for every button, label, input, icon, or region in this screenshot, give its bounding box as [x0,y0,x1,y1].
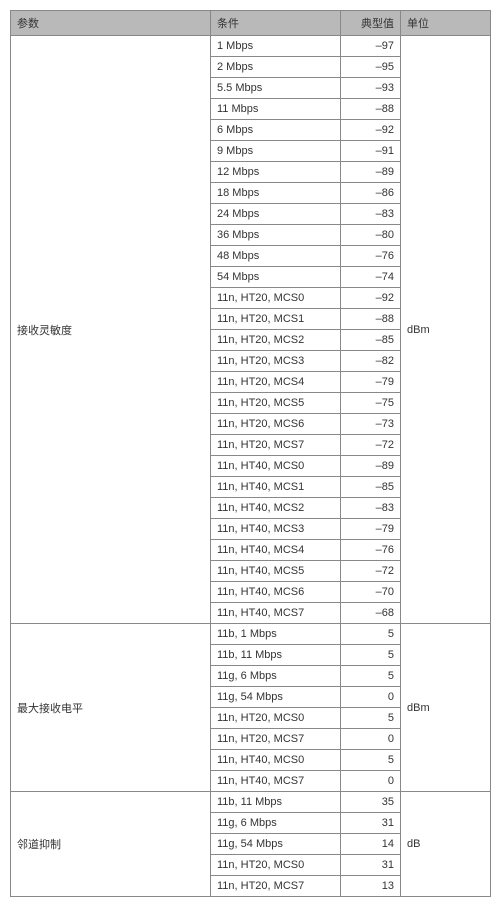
val-cell: 13 [341,876,401,897]
cond-cell: 11n, HT40, MCS5 [211,561,341,582]
cond-cell: 12 Mbps [211,162,341,183]
cond-cell: 11g, 6 Mbps [211,666,341,687]
unit-cell: dBm [401,624,491,792]
val-cell: 5 [341,708,401,729]
val-cell: –93 [341,78,401,99]
cond-cell: 24 Mbps [211,204,341,225]
val-cell: –80 [341,225,401,246]
val-cell: –92 [341,120,401,141]
cond-cell: 11n, HT20, MCS4 [211,372,341,393]
cond-cell: 11n, HT20, MCS0 [211,855,341,876]
val-cell: –89 [341,162,401,183]
val-cell: –70 [341,582,401,603]
cond-cell: 11g, 54 Mbps [211,687,341,708]
param-cell: 最大接收电平 [11,624,211,792]
val-cell: –85 [341,477,401,498]
val-cell: –72 [341,435,401,456]
cond-cell: 11b, 1 Mbps [211,624,341,645]
val-cell: –85 [341,330,401,351]
val-cell: –68 [341,603,401,624]
val-cell: 5 [341,624,401,645]
val-cell: –91 [341,141,401,162]
cond-cell: 11b, 11 Mbps [211,792,341,813]
table-body: 接收灵敏度1 Mbps–97dBm2 Mbps–955.5 Mbps–9311 … [11,36,491,897]
val-cell: 14 [341,834,401,855]
val-cell: 5 [341,666,401,687]
param-cell: 接收灵敏度 [11,36,211,624]
val-cell: 31 [341,855,401,876]
cond-cell: 9 Mbps [211,141,341,162]
val-cell: –73 [341,414,401,435]
header-row: 参数 条件 典型值 单位 [11,11,491,36]
header-param: 参数 [11,11,211,36]
cond-cell: 11n, HT40, MCS7 [211,771,341,792]
cond-cell: 11n, HT20, MCS0 [211,288,341,309]
val-cell: –82 [341,351,401,372]
val-cell: 0 [341,771,401,792]
cond-cell: 11b, 11 Mbps [211,645,341,666]
header-cond: 条件 [211,11,341,36]
cond-cell: 2 Mbps [211,57,341,78]
cond-cell: 11n, HT40, MCS0 [211,750,341,771]
cond-cell: 11 Mbps [211,99,341,120]
cond-cell: 11n, HT40, MCS2 [211,498,341,519]
cond-cell: 11n, HT20, MCS3 [211,351,341,372]
cond-cell: 48 Mbps [211,246,341,267]
val-cell: –86 [341,183,401,204]
cond-cell: 36 Mbps [211,225,341,246]
cond-cell: 11n, HT20, MCS7 [211,729,341,750]
val-cell: –97 [341,36,401,57]
cond-cell: 11n, HT20, MCS6 [211,414,341,435]
val-cell: –88 [341,99,401,120]
val-cell: 35 [341,792,401,813]
val-cell: –74 [341,267,401,288]
val-cell: –79 [341,519,401,540]
val-cell: 5 [341,645,401,666]
val-cell: –88 [341,309,401,330]
val-cell: –92 [341,288,401,309]
cond-cell: 11n, HT40, MCS1 [211,477,341,498]
table-row: 接收灵敏度1 Mbps–97dBm [11,36,491,57]
cond-cell: 54 Mbps [211,267,341,288]
cond-cell: 11g, 6 Mbps [211,813,341,834]
spec-table: 参数 条件 典型值 单位 接收灵敏度1 Mbps–97dBm2 Mbps–955… [10,10,491,897]
val-cell: 0 [341,729,401,750]
val-cell: –83 [341,498,401,519]
unit-cell: dBm [401,36,491,624]
val-cell: –89 [341,456,401,477]
val-cell: –76 [341,246,401,267]
val-cell: 5 [341,750,401,771]
cond-cell: 11g, 54 Mbps [211,834,341,855]
val-cell: –79 [341,372,401,393]
table-row: 邻道抑制11b, 11 Mbps35dB [11,792,491,813]
val-cell: –75 [341,393,401,414]
val-cell: –72 [341,561,401,582]
header-unit: 单位 [401,11,491,36]
cond-cell: 6 Mbps [211,120,341,141]
cond-cell: 11n, HT40, MCS7 [211,603,341,624]
cond-cell: 11n, HT20, MCS2 [211,330,341,351]
param-cell: 邻道抑制 [11,792,211,897]
val-cell: 31 [341,813,401,834]
cond-cell: 1 Mbps [211,36,341,57]
val-cell: –76 [341,540,401,561]
cond-cell: 11n, HT20, MCS7 [211,876,341,897]
cond-cell: 11n, HT40, MCS0 [211,456,341,477]
cond-cell: 11n, HT20, MCS5 [211,393,341,414]
val-cell: 0 [341,687,401,708]
cond-cell: 11n, HT20, MCS7 [211,435,341,456]
cond-cell: 18 Mbps [211,183,341,204]
cond-cell: 11n, HT20, MCS0 [211,708,341,729]
header-val: 典型值 [341,11,401,36]
table-row: 最大接收电平11b, 1 Mbps5dBm [11,624,491,645]
cond-cell: 11n, HT40, MCS3 [211,519,341,540]
unit-cell: dB [401,792,491,897]
cond-cell: 11n, HT20, MCS1 [211,309,341,330]
cond-cell: 5.5 Mbps [211,78,341,99]
cond-cell: 11n, HT40, MCS6 [211,582,341,603]
cond-cell: 11n, HT40, MCS4 [211,540,341,561]
val-cell: –95 [341,57,401,78]
val-cell: –83 [341,204,401,225]
